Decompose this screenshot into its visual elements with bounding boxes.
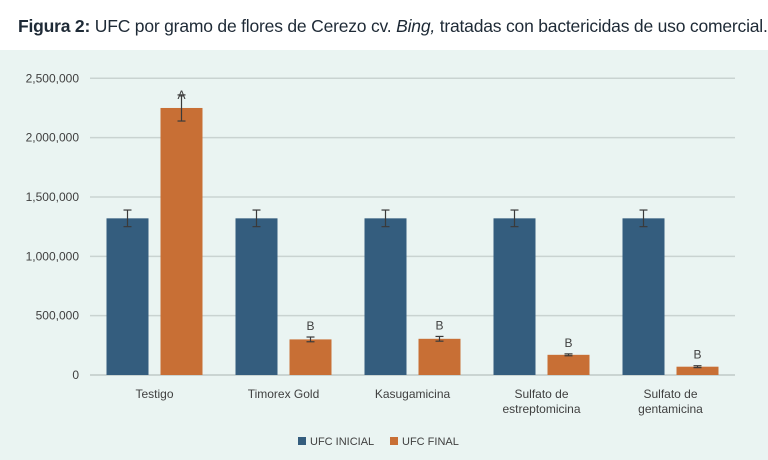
x-tick-label: Kasugamicina [375,387,451,401]
y-tick-label: 0 [72,368,79,382]
legend-swatch [390,437,398,445]
x-tick-label: estreptomicina [502,402,580,416]
bar-inicial [622,218,665,375]
legend-label: UFC FINAL [402,436,459,448]
bar-inicial [106,218,149,375]
y-tick-label: 2,500,000 [26,71,80,85]
figure-number: Figura 2: [18,16,91,36]
title-italic: Bing, [396,16,436,36]
y-tick-label: 1,500,000 [26,190,80,204]
y-tick-label: 1,000,000 [26,249,80,263]
bar-final [547,354,590,375]
legend-label: UFC INICIAL [310,436,374,448]
bar-inicial [493,218,536,375]
title-text-end: tratadas con bactericidas de uso comerci… [435,16,768,36]
bar-inicial [364,218,407,375]
chart-title: Figura 2: UFC por gramo de flores de Cer… [18,16,768,37]
x-tick-label: gentamicina [638,402,703,416]
bar-final [418,338,461,375]
bar-final [676,366,719,375]
bar-final [289,339,332,375]
x-tick-label: Sulfato de [643,387,697,401]
x-tick-label: Timorex Gold [248,387,320,401]
title-text: UFC por gramo de flores de Cerezo cv. [90,16,397,36]
data-label: B [306,319,314,333]
data-label: B [435,318,443,332]
legend-swatch [298,437,306,445]
data-label: B [693,348,701,362]
bar-inicial [235,218,278,375]
data-label: B [564,336,572,350]
data-label: A [177,88,185,102]
y-tick-label: 500,000 [36,309,80,323]
x-tick-label: Testigo [135,387,173,401]
y-tick-label: 2,000,000 [26,131,80,145]
bar-final [160,107,203,375]
x-tick-label: Sulfato de [514,387,568,401]
